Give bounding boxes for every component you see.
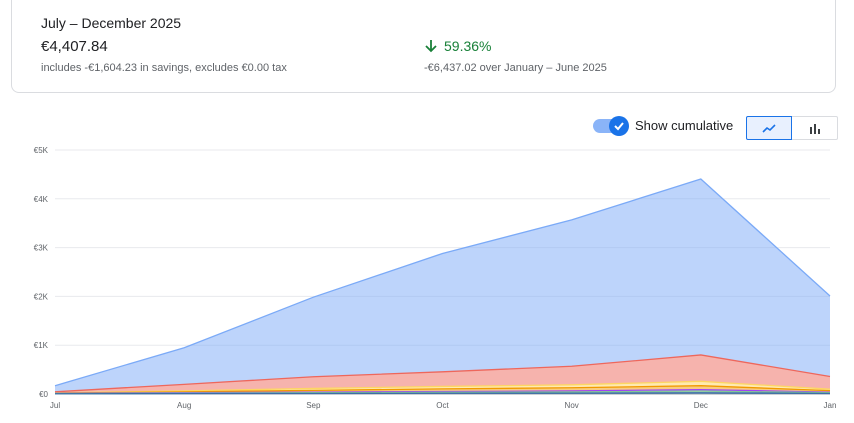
bar-chart-icon — [809, 124, 820, 134]
x-tick-label: Jan — [824, 401, 837, 410]
bar-view-button[interactable] — [792, 116, 838, 140]
cumulative-area-chart: €0 €1K €2K €3K €4K €5K Jul Aug Sep Oct Nov Dec Jan — [34, 146, 837, 410]
summary-card: July – December 2025 €4,407.84 includes … — [11, 0, 836, 93]
series-line — [54, 392, 831, 395]
series-line — [54, 385, 831, 394]
cumulative-toggle[interactable]: Show cumulative — [593, 115, 734, 136]
x-tick-label: Aug — [177, 401, 191, 410]
y-tick-label: €3K — [34, 244, 49, 253]
change-percent: 59.36% — [444, 38, 492, 54]
series-line — [54, 380, 831, 394]
toggle-track[interactable] — [593, 115, 629, 136]
y-tick-label: €5K — [34, 146, 49, 155]
x-tick-label: Jul — [50, 401, 60, 410]
total-amount: €4,407.84 — [41, 38, 108, 55]
series-line — [54, 178, 831, 387]
line-chart-icon — [762, 124, 776, 133]
x-tick-label: Oct — [436, 401, 449, 410]
x-tick-label: Dec — [694, 401, 708, 410]
line-view-button[interactable] — [746, 116, 792, 140]
toggle-label: Show cumulative — [635, 118, 734, 133]
period-title: July – December 2025 — [41, 15, 182, 31]
arrow-down-icon — [425, 40, 437, 53]
total-note: includes -€1,604.23 in savings, excludes… — [41, 62, 287, 74]
y-tick-label: €2K — [34, 292, 49, 301]
check-icon — [609, 115, 629, 136]
series-area — [55, 179, 830, 392]
series-area — [55, 354, 830, 393]
change-indicator: 59.36% — [424, 38, 491, 54]
x-tick-label: Nov — [565, 401, 579, 410]
y-tick-label: €0 — [39, 390, 48, 399]
y-tick-label: €4K — [34, 195, 49, 204]
chart-view-switch — [746, 116, 838, 140]
y-tick-label: €1K — [34, 341, 49, 350]
x-tick-label: Sep — [306, 401, 321, 410]
change-note: -€6,437.02 over January – June 2025 — [424, 62, 607, 74]
series-line — [54, 354, 831, 393]
